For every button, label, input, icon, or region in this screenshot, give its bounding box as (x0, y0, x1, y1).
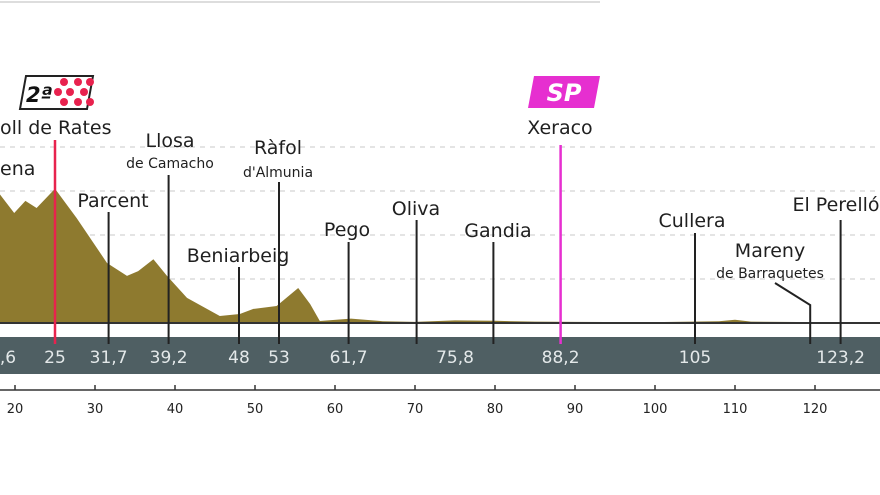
polka-dot (60, 98, 68, 106)
x-tick-label: 60 (327, 402, 344, 417)
place-name: Xeraco (527, 117, 592, 139)
place-km-label: 31,7 (90, 348, 128, 368)
km-band (0, 337, 880, 374)
x-tick-label: 50 (247, 402, 264, 417)
place-name: Cullera (658, 210, 725, 232)
polka-dot (74, 78, 82, 86)
place-name: ena (0, 158, 35, 180)
polka-dot (74, 98, 82, 106)
sprint-badge (528, 76, 600, 108)
place-name: Parcent (77, 190, 148, 212)
x-tick-label: 70 (407, 402, 424, 417)
place-km-label: 88,2 (542, 348, 580, 368)
x-tick-label: 30 (87, 402, 104, 417)
sprint-badge-text: SP (547, 79, 582, 107)
place-name: Oliva (392, 198, 440, 220)
polka-dot (86, 78, 94, 86)
place-km-label: 105 (679, 348, 711, 368)
place-name: oll de Rates (0, 117, 111, 139)
place-name: Gandia (464, 220, 531, 242)
place-km-label: 61,7 (330, 348, 368, 368)
polka-dot (60, 78, 68, 86)
place-name: Mareny (735, 240, 805, 262)
place-km-label: 39,2 (150, 348, 188, 368)
kom-category-text: 2ª (26, 83, 53, 107)
place-km-label: 53 (268, 348, 290, 368)
place-km-label: ,6 (0, 348, 16, 368)
place-km-label: 25 (44, 348, 66, 368)
place-marker-line (774, 282, 812, 344)
place-subname: de Barraquetes (716, 266, 824, 282)
x-tick-label: 100 (643, 402, 668, 417)
x-tick-label: 20 (7, 402, 24, 417)
place-name: Ràfol (254, 137, 302, 159)
place-km-label: 48 (228, 348, 250, 368)
x-tick-label: 120 (803, 402, 828, 417)
place-subname: de Camacho (126, 156, 214, 172)
x-tick-label: 110 (723, 402, 748, 417)
x-tick-label: 80 (487, 402, 504, 417)
polka-dot (80, 88, 88, 96)
x-tick-label: 40 (167, 402, 184, 417)
x-tick-label: 90 (567, 402, 584, 417)
place-name: Pego (324, 219, 370, 241)
place-subname: d'Almunia (243, 165, 313, 181)
place-km-label: 123,2 (816, 348, 865, 368)
elevation-profile-area (0, 188, 879, 323)
place-name: Llosa (145, 130, 194, 152)
place-name: Beniarbeig (187, 245, 290, 267)
polka-dot (66, 88, 74, 96)
polka-dot (86, 98, 94, 106)
place-km-label: 75,8 (436, 348, 474, 368)
place-name: El Perelló (792, 194, 879, 216)
polka-dot (54, 88, 62, 96)
